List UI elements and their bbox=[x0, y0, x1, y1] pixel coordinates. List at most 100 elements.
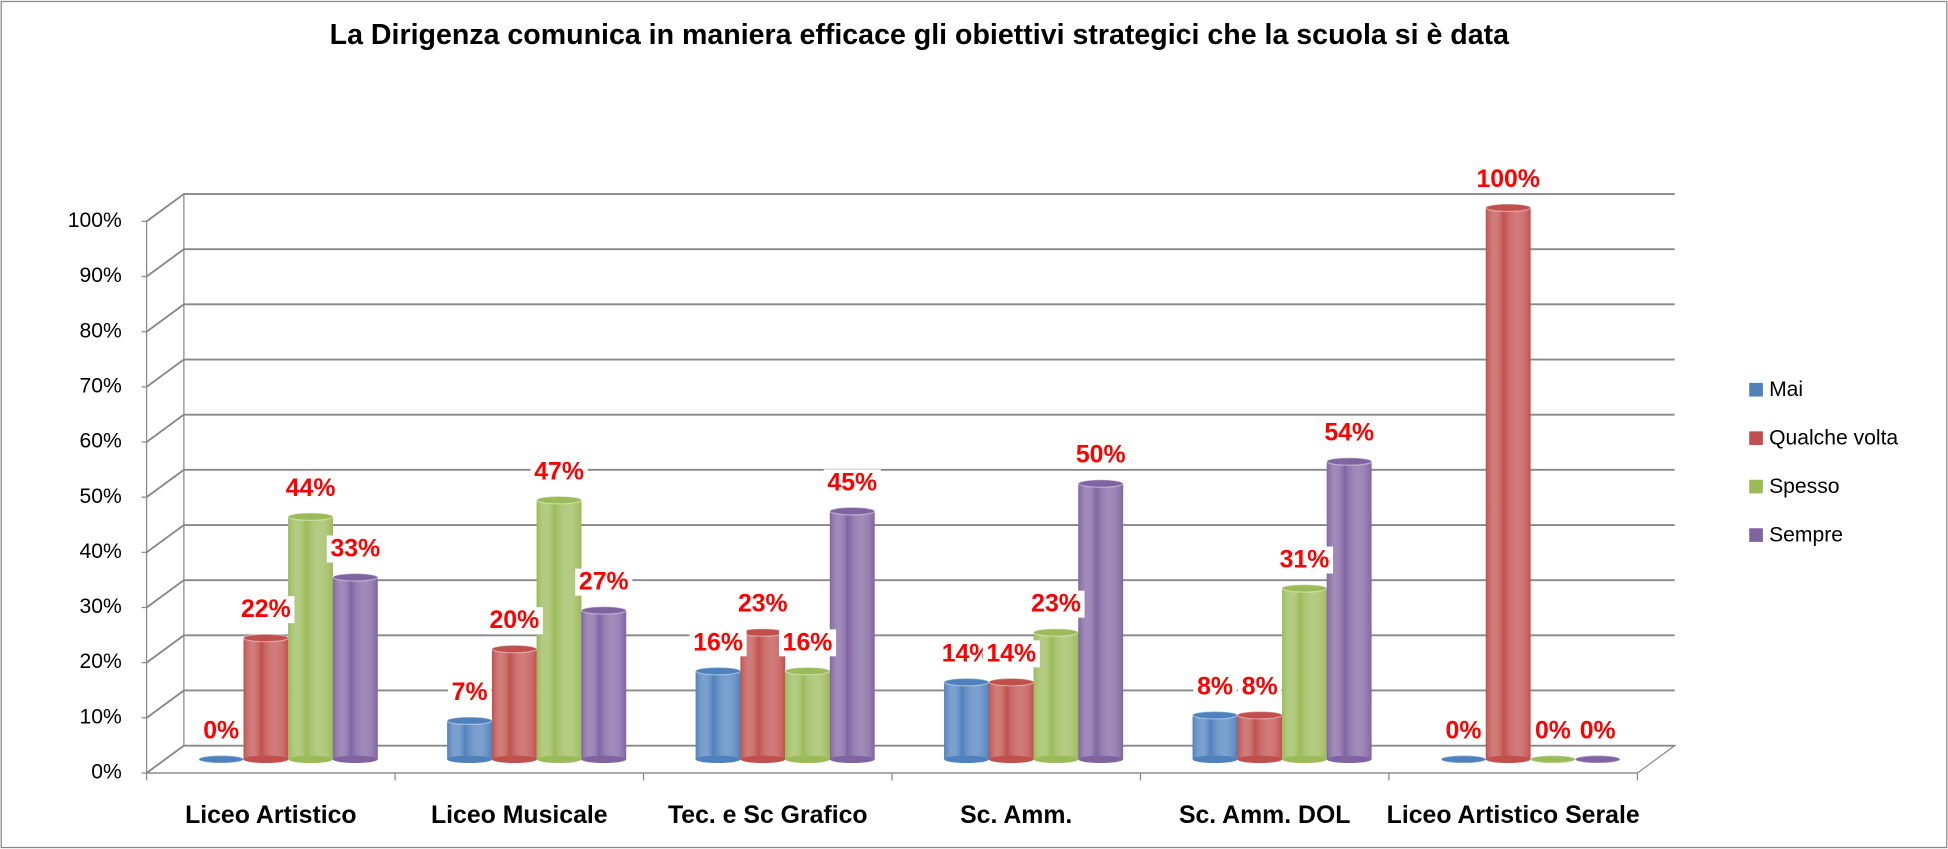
value-label-bg bbox=[447, 678, 492, 706]
y-tick-label: 50% bbox=[79, 485, 121, 508]
value-label: 23% bbox=[738, 591, 788, 618]
grid-line bbox=[146, 579, 1675, 609]
bar-bottom bbox=[944, 755, 989, 764]
chart-title: La Dirigenza comunica in maniera efficac… bbox=[330, 19, 1511, 51]
value-label: 45% bbox=[827, 469, 877, 496]
value-label-bg bbox=[1320, 419, 1378, 447]
x-tick-label: Sc. Amm. DOL bbox=[1179, 802, 1351, 829]
legend-swatch bbox=[1749, 382, 1763, 397]
legend-swatch bbox=[1749, 528, 1763, 542]
bar-shade bbox=[785, 671, 830, 760]
value-label: 100% bbox=[1476, 166, 1540, 193]
bar-top bbox=[943, 677, 990, 687]
bar-top bbox=[829, 506, 876, 516]
bar bbox=[943, 677, 990, 764]
value-label: 31% bbox=[1280, 547, 1330, 574]
value-label: 33% bbox=[330, 536, 380, 563]
bar bbox=[1574, 754, 1621, 764]
bar bbox=[242, 633, 289, 764]
value-label-bg bbox=[485, 607, 543, 635]
bar-top bbox=[580, 606, 627, 615]
x-tick-label: Liceo Artistico bbox=[185, 802, 357, 829]
bar-top bbox=[1440, 754, 1487, 764]
bar-shade bbox=[695, 671, 741, 760]
legend-label: Mai bbox=[1769, 378, 1803, 401]
value-label: 16% bbox=[693, 629, 743, 656]
bar-top bbox=[988, 677, 1035, 687]
bar-bottom bbox=[581, 755, 627, 764]
value-label-bg bbox=[689, 629, 747, 657]
y-tick-label: 60% bbox=[79, 430, 121, 453]
x-tick-label: Liceo Musicale bbox=[431, 802, 608, 829]
y-tick-label: 40% bbox=[79, 540, 121, 563]
bar-top bbox=[1236, 710, 1283, 720]
grid-line bbox=[146, 413, 1675, 443]
bar bbox=[1529, 754, 1576, 764]
legend-swatch bbox=[1749, 431, 1763, 445]
bar bbox=[829, 506, 876, 764]
y-tick-label: 80% bbox=[79, 319, 121, 342]
value-label: 22% bbox=[241, 596, 291, 623]
bar-shade bbox=[243, 637, 289, 760]
value-label: 0% bbox=[203, 718, 239, 745]
bar bbox=[1281, 583, 1328, 764]
y-tick-label: 100% bbox=[68, 209, 122, 232]
y-tick-label: 30% bbox=[79, 595, 121, 618]
value-label: 23% bbox=[1031, 591, 1081, 618]
value-label: 50% bbox=[1076, 442, 1126, 469]
bar-top bbox=[536, 495, 583, 505]
bar-bottom bbox=[695, 755, 741, 764]
value-label-bg bbox=[734, 590, 792, 618]
bar-top bbox=[332, 572, 379, 582]
value-label-bg bbox=[1531, 717, 1575, 745]
y-tick-label: 70% bbox=[79, 374, 121, 397]
bar-shade bbox=[1237, 715, 1283, 760]
x-tick-label: Tec. e Sc Grafico bbox=[668, 802, 868, 829]
bar-shade bbox=[1282, 588, 1327, 760]
value-label: 16% bbox=[783, 629, 833, 656]
value-label: 44% bbox=[286, 475, 336, 502]
bar bbox=[446, 716, 493, 764]
bar-shade bbox=[491, 648, 537, 760]
bar-bottom bbox=[1033, 755, 1079, 764]
bar-bottom bbox=[1282, 755, 1327, 764]
legend-label: Sempre bbox=[1769, 523, 1843, 546]
value-label-bg bbox=[1472, 165, 1544, 193]
bar-top bbox=[1192, 710, 1238, 720]
value-label-bg bbox=[1072, 441, 1130, 469]
x-tick-label: Sc. Amm. bbox=[960, 802, 1072, 829]
value-label: 0% bbox=[1446, 718, 1482, 745]
bar-shade bbox=[988, 682, 1034, 760]
y-tick-label: 90% bbox=[79, 264, 121, 287]
value-label-bg bbox=[237, 596, 295, 624]
bar-bottom bbox=[1078, 755, 1124, 764]
value-label-bg bbox=[1441, 717, 1486, 745]
bar bbox=[198, 754, 245, 764]
grid-line bbox=[146, 524, 1675, 554]
value-label-bg bbox=[282, 474, 340, 502]
grid-line bbox=[146, 193, 1675, 223]
value-label-bg bbox=[1193, 673, 1237, 701]
value-label-bg bbox=[1275, 546, 1334, 574]
value-label: 20% bbox=[489, 607, 539, 634]
bar-shade bbox=[447, 720, 492, 760]
bar-bottom bbox=[1326, 755, 1372, 764]
value-label: 47% bbox=[534, 458, 584, 485]
bar-bottom bbox=[332, 755, 378, 764]
bar-shade bbox=[1192, 715, 1238, 760]
grid-line bbox=[146, 744, 1675, 774]
value-label-bg bbox=[1027, 590, 1085, 618]
grid-line bbox=[146, 689, 1675, 719]
value-label-bg bbox=[326, 535, 384, 563]
value-label: 0% bbox=[1535, 718, 1571, 745]
y-tick-label: 20% bbox=[79, 650, 121, 673]
bar bbox=[1033, 628, 1079, 764]
grid-line bbox=[146, 248, 1675, 278]
value-label: 7% bbox=[452, 679, 488, 706]
y-tick-label: 10% bbox=[79, 705, 121, 728]
legend-label: Spesso bbox=[1769, 475, 1839, 498]
y-tick-label: 0% bbox=[91, 761, 122, 784]
bar-top bbox=[446, 716, 493, 726]
bar-shade bbox=[581, 610, 627, 760]
